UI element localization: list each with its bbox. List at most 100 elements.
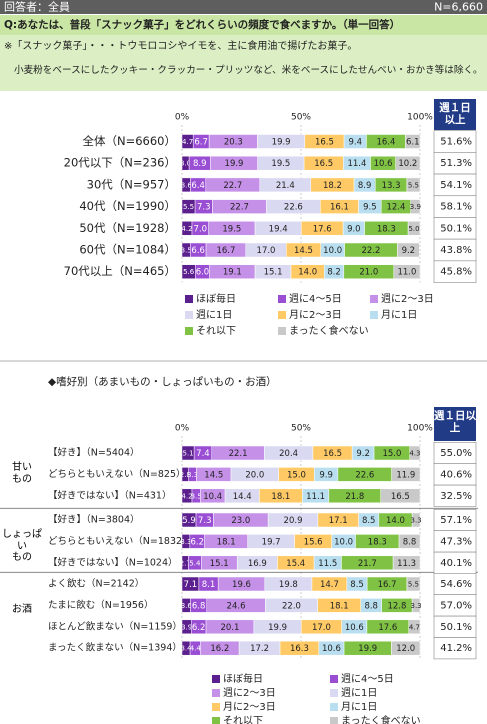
bar-segment — [395, 155, 421, 171]
summary-value: 57.0% — [440, 600, 472, 611]
data-label: 8.9 — [358, 181, 372, 191]
question: Q:あなたは、普段「スナック菓子」をどれくらいの頻度で食べますか。（単一回答） — [4, 18, 400, 31]
data-label: 21.7 — [358, 559, 377, 569]
data-label: 16.5 — [391, 492, 410, 502]
summary-value: 57.1% — [440, 515, 472, 526]
data-label: 16.3 — [290, 644, 309, 654]
legend-swatch — [212, 689, 220, 697]
bar-segment — [405, 134, 421, 149]
summary-value: 55.0% — [440, 448, 472, 459]
data-label: 3.3 — [180, 538, 191, 546]
data-label: 19.9 — [225, 159, 244, 169]
data-label: 14.0 — [298, 268, 317, 278]
chart-title: ◆嗜好別（あまいもの・しょっぱいもの・お酒） — [48, 375, 277, 388]
bar-segment — [411, 598, 421, 613]
summary-cell — [433, 484, 477, 507]
legend-swatch — [185, 295, 193, 303]
data-label: 6.2 — [192, 623, 206, 633]
data-label: 4.3 — [409, 450, 420, 458]
data-label: 19.9 — [272, 138, 291, 148]
data-label: 6.8 — [192, 601, 206, 611]
data-label: 21.0 — [359, 268, 378, 278]
data-label: 23.0 — [231, 516, 250, 526]
data-label: 5.5 — [408, 181, 419, 189]
bar-segment — [406, 177, 421, 193]
data-label: 11.9 — [396, 470, 415, 480]
legend-swatch — [330, 703, 338, 711]
bar-segment — [407, 221, 421, 236]
data-label: 5.1 — [182, 450, 193, 458]
summary-value: 58.1% — [440, 202, 472, 213]
category-label: 30代（N=957） — [87, 177, 176, 191]
data-label: 5.9 — [182, 516, 196, 526]
legend-swatch — [212, 675, 220, 683]
data-label: 22.0 — [282, 601, 301, 611]
data-label: 8.8 — [403, 537, 417, 547]
x-tick-label: 50% — [291, 113, 311, 123]
data-label: 4.7 — [409, 623, 420, 631]
data-label: 22.7 — [230, 203, 249, 213]
legend-swatch — [185, 311, 193, 319]
legend-swatch — [278, 295, 286, 303]
data-label: 17.0 — [257, 246, 276, 256]
data-label: 3.3 — [411, 602, 422, 610]
data-label: 6.6 — [191, 246, 205, 256]
group-label: お酒 — [12, 604, 32, 616]
x-tick-label: 0% — [175, 424, 190, 434]
category-label: 40代（N=1990） — [79, 199, 176, 213]
data-label: 22.2 — [362, 246, 381, 256]
legend-label: まったく食べない — [341, 714, 421, 724]
bar-segment — [409, 445, 421, 461]
data-label: 17.6 — [313, 224, 332, 234]
summary-title: 週１日以上 — [439, 102, 471, 127]
x-tick-label: 50% — [291, 424, 311, 434]
data-label: 16.1 — [330, 203, 349, 213]
data-label: 7.3 — [197, 203, 211, 213]
summary-value: 51.3% — [440, 158, 472, 169]
data-label: 19.5 — [222, 224, 241, 234]
category-label: よく飲む（N=2142） — [48, 578, 144, 590]
category-label: 全体（N=6660） — [82, 134, 176, 148]
data-label: 5.6 — [183, 268, 195, 276]
summary-value: 40.1% — [440, 558, 472, 569]
data-label: 3.0 — [180, 160, 191, 168]
x-tick-label: 0% — [175, 113, 190, 123]
legend-swatch — [212, 703, 220, 711]
summary-value: 43.8% — [440, 245, 472, 256]
legend-swatch — [370, 295, 378, 303]
data-label: 5.5 — [183, 203, 194, 211]
legend-label: 週に4～5日 — [289, 293, 342, 305]
respondents: 回答者：全員 — [4, 0, 70, 14]
data-label: 21.4 — [276, 181, 295, 191]
data-label: 19.1 — [223, 268, 242, 278]
data-label: 7.1 — [184, 580, 198, 590]
bar-segment — [392, 555, 421, 571]
data-label: 4.2 — [181, 225, 192, 233]
data-label: 15.1 — [210, 559, 229, 569]
data-label: 8.2 — [327, 268, 341, 278]
data-label: 14.7 — [320, 580, 339, 590]
summary-title: 週１日以上 — [434, 410, 476, 435]
data-label: 15.1 — [264, 268, 283, 278]
summary-value: 51.6% — [440, 137, 472, 148]
data-label: 19.4 — [269, 224, 288, 234]
data-label: 6.0 — [196, 268, 210, 278]
legend-label: まったく食べない — [289, 324, 369, 337]
data-label: 17.0 — [312, 623, 331, 633]
data-label: 5.4 — [189, 559, 201, 567]
category-label: たまに飲む（N=1956） — [48, 599, 153, 611]
legend-swatch — [330, 675, 338, 683]
data-label: 7.3 — [198, 516, 212, 526]
data-label: 18.1 — [271, 492, 290, 502]
data-label: 16.2 — [210, 644, 229, 654]
category-label: まったく飲まない（N=1394） — [48, 642, 182, 654]
data-label: 16.9 — [248, 559, 267, 569]
category-label: 【好き】（N=3804） — [48, 514, 140, 526]
data-label: 10.2 — [398, 159, 417, 169]
summary-value: 41.2% — [440, 643, 472, 654]
data-label: 2.8 — [180, 471, 191, 479]
summary-value: 32.5% — [440, 491, 472, 502]
data-label: 20.3 — [224, 138, 243, 148]
data-label: 18.3 — [377, 224, 396, 234]
